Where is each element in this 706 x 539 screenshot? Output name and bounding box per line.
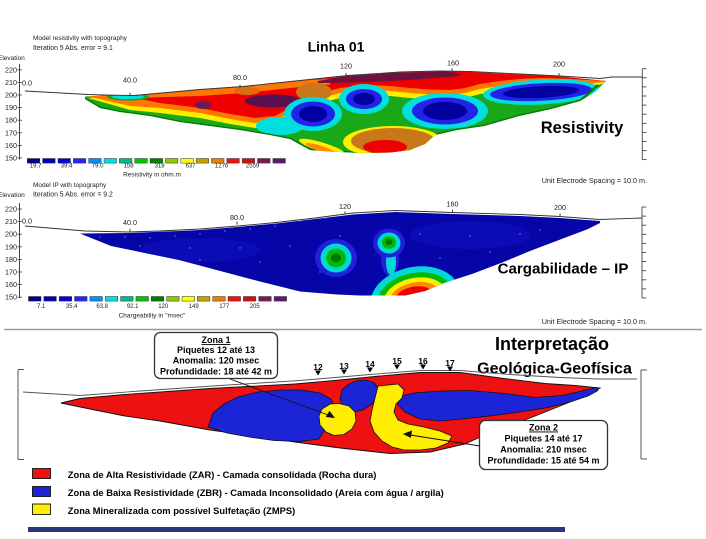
svg-text:40.0: 40.0	[123, 218, 137, 227]
svg-text:Chargeability in "msec": Chargeability in "msec"	[119, 313, 186, 320]
svg-text:200: 200	[554, 203, 566, 212]
svg-text:Piquetes 12 até 13: Piquetes 12 até 13	[177, 345, 255, 355]
svg-text:Model resistivity with topogra: Model resistivity with topography	[33, 35, 128, 42]
svg-text:190: 190	[5, 103, 17, 112]
svg-text:Resistivity: Resistivity	[541, 119, 624, 137]
svg-text:Zona 1: Zona 1	[201, 335, 230, 345]
svg-text:Zona 2: Zona 2	[529, 423, 558, 433]
svg-text:Interpretação: Interpretação	[495, 334, 609, 354]
svg-text:63.8: 63.8	[96, 304, 108, 310]
svg-text:13: 13	[339, 361, 349, 371]
svg-text:177: 177	[219, 304, 230, 310]
svg-text:80.0: 80.0	[230, 213, 244, 222]
svg-text:Profundidade: 18 até 42 m: Profundidade: 18 até 42 m	[160, 367, 272, 377]
svg-text:200: 200	[5, 91, 17, 100]
svg-text:180: 180	[5, 255, 17, 264]
svg-text:120: 120	[158, 304, 169, 310]
svg-text:190: 190	[5, 242, 17, 251]
svg-text:149: 149	[189, 304, 200, 310]
svg-text:210: 210	[5, 217, 17, 226]
svg-text:220: 220	[5, 205, 17, 214]
svg-text:200: 200	[553, 60, 565, 69]
svg-text:150: 150	[5, 293, 17, 302]
svg-text:160: 160	[5, 141, 17, 150]
svg-text:Iteration 5 Abs. error = 9.2: Iteration 5 Abs. error = 9.2	[33, 192, 113, 199]
svg-text:Iteration 5 Abs. error = 9.1: Iteration 5 Abs. error = 9.1	[33, 45, 113, 52]
svg-text:170: 170	[5, 268, 17, 277]
svg-text:Cargabilidade – IP: Cargabilidade – IP	[498, 261, 629, 278]
svg-text:Resistivity in ohm.m: Resistivity in ohm.m	[123, 172, 181, 179]
svg-text:Elevation: Elevation	[0, 55, 25, 62]
svg-text:637: 637	[186, 164, 197, 170]
svg-text:2559: 2559	[246, 164, 260, 170]
svg-text:Piquetes 14 até 17: Piquetes 14 até 17	[504, 434, 582, 444]
svg-text:160: 160	[447, 59, 459, 68]
svg-text:79.0: 79.0	[92, 164, 104, 170]
svg-text:Profundidade: 15 até 54 m: Profundidade: 15 até 54 m	[487, 456, 599, 466]
svg-text:12: 12	[313, 362, 323, 372]
svg-text:158: 158	[124, 164, 135, 170]
svg-text:318: 318	[155, 164, 166, 170]
svg-text:92.1: 92.1	[127, 304, 139, 310]
svg-text:180: 180	[5, 116, 17, 125]
svg-text:220: 220	[5, 65, 17, 74]
svg-text:15: 15	[392, 356, 402, 366]
svg-text:120: 120	[340, 62, 352, 71]
svg-text:40.0: 40.0	[123, 76, 137, 85]
svg-text:14: 14	[365, 359, 375, 369]
svg-text:17: 17	[445, 358, 455, 368]
svg-text:Linha 01: Linha 01	[308, 39, 365, 55]
svg-text:Zona de Baixa Resistividade (Z: Zona de Baixa Resistividade (ZBR) - Cama…	[68, 488, 444, 498]
svg-text:16: 16	[418, 356, 428, 366]
svg-text:0.0: 0.0	[22, 78, 32, 87]
svg-text:160: 160	[5, 280, 17, 289]
svg-text:Anomalia: 120 msec: Anomalia: 120 msec	[173, 356, 260, 366]
svg-text:19.7: 19.7	[30, 164, 42, 170]
svg-text:170: 170	[5, 128, 17, 137]
svg-text:160: 160	[447, 200, 459, 209]
svg-text:Unit Electrode Spacing = 10.0: Unit Electrode Spacing = 10.0 m.	[542, 317, 647, 326]
svg-text:205: 205	[250, 304, 261, 310]
svg-text:Geológica-Geofísica: Geológica-Geofísica	[477, 361, 632, 378]
svg-text:Anomalia: 210 msec: Anomalia: 210 msec	[500, 445, 587, 455]
svg-text:Zona Mineralizada com possível: Zona Mineralizada com possível Sulfetaçã…	[68, 506, 295, 516]
svg-text:35.4: 35.4	[66, 304, 78, 310]
svg-text:7.1: 7.1	[37, 304, 46, 310]
svg-text:120: 120	[339, 202, 351, 211]
svg-text:39.4: 39.4	[61, 164, 73, 170]
svg-text:80.0: 80.0	[233, 73, 247, 82]
svg-text:1276: 1276	[215, 164, 229, 170]
svg-text:0.0: 0.0	[22, 217, 32, 226]
svg-text:150: 150	[5, 154, 17, 163]
svg-text:Zona de Alta Resistividade (ZA: Zona de Alta Resistividade (ZAR) - Camad…	[68, 470, 377, 480]
svg-text:200: 200	[5, 230, 17, 239]
svg-text:Model IP with topography: Model IP with topography	[33, 182, 107, 189]
svg-text:Elevation: Elevation	[0, 192, 25, 199]
svg-text:210: 210	[5, 78, 17, 87]
svg-text:Unit Electrode Spacing = 10.0: Unit Electrode Spacing = 10.0 m.	[542, 176, 647, 185]
